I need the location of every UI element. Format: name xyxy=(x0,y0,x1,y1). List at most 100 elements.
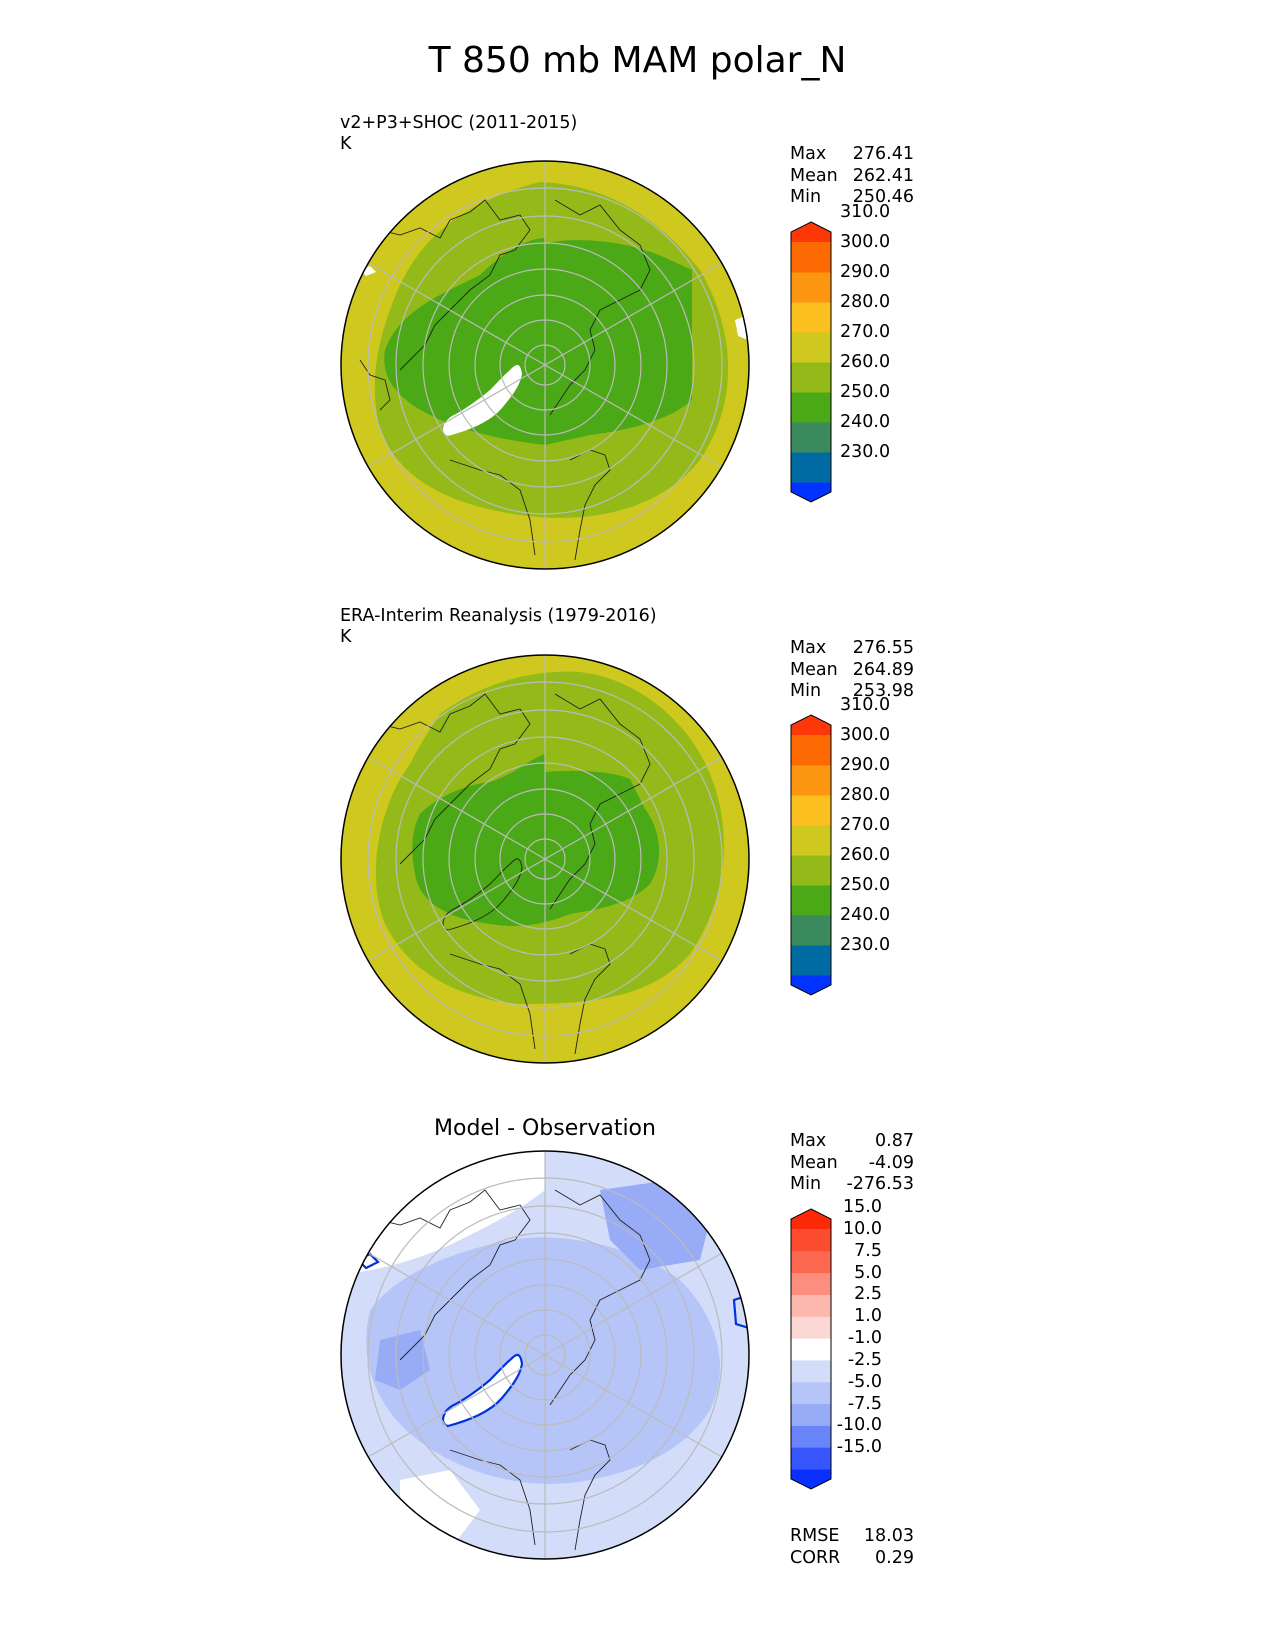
colorbar-over-cap xyxy=(791,715,831,735)
colorbar-outline xyxy=(790,1208,832,1490)
model-stat-min: Min 250.46 xyxy=(790,187,914,209)
stat-value: 0.87 xyxy=(875,1131,914,1151)
diff-stat-mean: Mean -4.09 xyxy=(790,1153,914,1175)
stat-value: 0.29 xyxy=(875,1547,914,1568)
colorbar-box xyxy=(791,825,831,856)
colorbar-box xyxy=(791,1338,831,1361)
stat-value: 276.41 xyxy=(852,144,914,164)
obs-units: K xyxy=(340,627,352,647)
diff-map-border xyxy=(340,1150,750,1560)
obs-grid xyxy=(367,655,723,1063)
model-coast-4 xyxy=(569,449,611,561)
colorbar-tick-label: 230.0 xyxy=(840,442,891,462)
stat-value: -276.53 xyxy=(846,1174,914,1194)
obs-title-line1: ERA-Interim Reanalysis (1979-2016) xyxy=(340,606,657,626)
model-panel-title: v2+P3+SHOC (2011-2015) K xyxy=(340,113,577,155)
model-units: K xyxy=(340,134,352,154)
model-colorbar xyxy=(790,221,832,503)
colorbar-box xyxy=(791,915,831,946)
model-stats: Max 276.41 Mean 262.41 Min 250.46 xyxy=(790,144,914,209)
colorbar-over-cap xyxy=(791,222,831,242)
obs-coast-1 xyxy=(379,693,531,865)
colorbar-tick-label: 250.0 xyxy=(840,382,891,402)
colorbar-box xyxy=(791,1425,831,1448)
stat-label: RMSE xyxy=(790,1526,840,1546)
colorbar-box xyxy=(791,1359,831,1383)
colorbar-box xyxy=(791,945,831,976)
stat-value: 276.55 xyxy=(852,638,914,658)
colorbar-tick-label: 15.0 xyxy=(843,1197,882,1218)
stat-label: Min xyxy=(790,187,822,207)
colorbar-tick-label: -10.0 xyxy=(836,1415,882,1436)
stat-value: -4.09 xyxy=(868,1152,914,1173)
model-map-border xyxy=(340,160,750,570)
colorbar-tick-label: 300.0 xyxy=(840,725,891,745)
colorbar-box xyxy=(791,1229,831,1252)
model-stat-mean: Mean 262.41 xyxy=(790,166,914,188)
diff-polar-map xyxy=(340,1150,750,1560)
figure-title: T 850 mb MAM polar_N xyxy=(428,40,847,81)
stat-value: 18.03 xyxy=(863,1526,914,1546)
model-coast-5 xyxy=(359,359,391,411)
colorbar-tick-label: 260.0 xyxy=(840,352,891,372)
model-coast-3 xyxy=(449,459,536,556)
stat-label: Max xyxy=(790,144,827,164)
colorbar-tick-label: 270.0 xyxy=(840,322,891,342)
stat-label: Mean xyxy=(790,1152,838,1173)
colorbar-tick-label: 250.0 xyxy=(840,875,891,895)
stat-label: Max xyxy=(790,638,827,658)
colorbar-box xyxy=(791,242,831,273)
stat-value: 250.46 xyxy=(852,187,914,207)
diff-extra-stats: RMSE 18.03 CORR 0.29 xyxy=(790,1526,914,1569)
model-stat-max: Max 276.41 xyxy=(790,144,914,166)
colorbar-box xyxy=(791,1316,831,1339)
obs-stats: Max 276.55 Mean 264.89 Min 253.98 xyxy=(790,638,914,703)
stat-label: Mean xyxy=(790,165,838,186)
colorbar-box xyxy=(791,1381,831,1405)
colorbar-tick-label: 10.0 xyxy=(843,1219,882,1239)
colorbar-box xyxy=(791,855,831,886)
obs-colorbar-labels: 230.0 240.0 250.0 260.0 270.0 280.0 290.0 300.0… xyxy=(840,695,900,1015)
obs-stat-min: Min 253.98 xyxy=(790,681,914,703)
model-grid xyxy=(367,161,723,569)
diff-coast-4 xyxy=(569,1439,611,1551)
model-field-260 xyxy=(384,238,692,445)
diff-stat-max: Max 0.87 xyxy=(790,1131,914,1153)
colorbar-box xyxy=(791,1272,831,1295)
colorbar-tick-label: -7.5 xyxy=(847,1393,882,1414)
model-polar-map xyxy=(340,160,750,570)
colorbar-box xyxy=(791,1294,831,1317)
model-coast-2 xyxy=(549,199,651,416)
colorbar-tick-label: -15.0 xyxy=(836,1437,882,1458)
colorbar-outline xyxy=(790,714,832,996)
diff-stats: Max 0.87 Mean -4.09 Min -276.53 xyxy=(790,1131,914,1196)
diff-coast-2 xyxy=(549,1189,651,1406)
colorbar-tick-label: 230.0 xyxy=(840,935,891,955)
diff-grid xyxy=(367,1151,723,1559)
colorbar-tick-label: 1.0 xyxy=(854,1306,882,1327)
obs-stat-max: Max 276.55 xyxy=(790,638,914,660)
model-title-line1: v2+P3+SHOC (2011-2015) xyxy=(340,113,578,133)
colorbar-tick-label: -5.0 xyxy=(847,1371,882,1392)
diff-field-5-b xyxy=(375,1330,430,1390)
colorbar-tick-label: 310.0 xyxy=(840,202,891,222)
colorbar-tick-label: 7.5 xyxy=(854,1240,882,1261)
diff-coast-3 xyxy=(449,1449,536,1546)
obs-greenland-coast xyxy=(442,858,523,931)
colorbar-tick-label: 260.0 xyxy=(840,845,891,865)
colorbar-tick-label: -2.5 xyxy=(847,1349,882,1370)
obs-map-border xyxy=(340,654,750,1064)
colorbar-tick-label: 5.0 xyxy=(854,1262,882,1283)
stat-label: CORR xyxy=(790,1547,841,1568)
stat-label: Min xyxy=(790,681,822,701)
colorbar-under-cap xyxy=(791,482,831,502)
colorbar-box xyxy=(791,422,831,453)
diff-stat-rmse: RMSE 18.03 xyxy=(790,1526,914,1548)
colorbar-box xyxy=(791,332,831,363)
diff-colorbar-labels: -15.0 -10.0 -7.5 -5.0 -2.5 -1.0 1.0 2.5 5.0 7.5 10… xyxy=(832,1197,892,1509)
colorbar-box xyxy=(791,272,831,303)
colorbar-tick-label: 280.0 xyxy=(840,785,891,805)
diff-coast-1 xyxy=(379,1189,531,1361)
stat-label: Max xyxy=(790,1131,827,1151)
colorbar-tick-label: 300.0 xyxy=(840,232,891,252)
